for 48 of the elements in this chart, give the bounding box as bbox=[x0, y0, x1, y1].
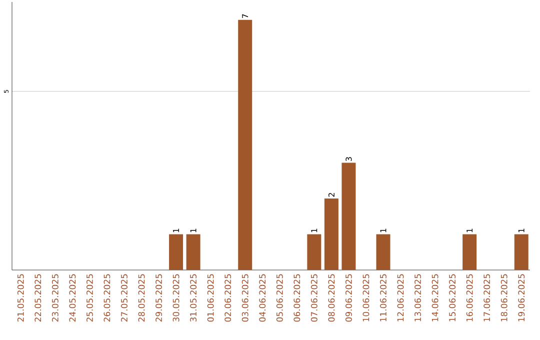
data-label: 3 bbox=[346, 157, 352, 161]
bar bbox=[324, 198, 338, 270]
bar bbox=[186, 234, 200, 270]
x-tick-label: 28.05.2025 bbox=[138, 274, 145, 322]
x-tick-label: 30.05.2025 bbox=[172, 274, 180, 322]
x-tick-label: 23.05.2025 bbox=[52, 274, 58, 322]
data-label: 7 bbox=[242, 14, 248, 18]
bar bbox=[376, 234, 390, 270]
bar bbox=[514, 234, 528, 270]
bar bbox=[307, 234, 322, 270]
x-tick-label: 01.06.2025 bbox=[207, 274, 214, 322]
x-tick-label: 11.06.2025 bbox=[380, 274, 386, 322]
x-tick-label: 09.06.2025 bbox=[345, 274, 352, 322]
x-tick-label: 10.06.2025 bbox=[362, 274, 370, 322]
data-label: 1 bbox=[311, 228, 318, 232]
data-label: 1 bbox=[518, 228, 524, 232]
x-tick-label: 19.06.2025 bbox=[518, 274, 525, 322]
bar bbox=[169, 234, 184, 270]
x-tick-label: 07.06.2025 bbox=[310, 274, 318, 322]
x-tick-label: 22.05.2025 bbox=[34, 274, 42, 322]
data-label: 1 bbox=[380, 228, 386, 232]
data-label: 2 bbox=[328, 193, 334, 197]
x-tick-label: 12.06.2025 bbox=[397, 274, 404, 322]
bar bbox=[238, 20, 252, 270]
x-tick-label: 27.05.2025 bbox=[121, 274, 128, 322]
x-tick-label: 25.05.2025 bbox=[86, 274, 93, 322]
x-tick-label: 21.05.2025 bbox=[17, 274, 24, 322]
x-tick-label: 04.06.2025 bbox=[259, 274, 266, 322]
x-tick-label: 14.06.2025 bbox=[432, 274, 438, 322]
x-tick-label: 13.06.2025 bbox=[414, 274, 421, 322]
x-tick-label: 24.05.2025 bbox=[69, 274, 76, 322]
bar bbox=[462, 234, 477, 270]
data-label: 1 bbox=[190, 228, 196, 232]
bar bbox=[342, 162, 356, 270]
x-tick-label: 02.06.2025 bbox=[224, 274, 232, 322]
x-tick-label: 03.06.2025 bbox=[242, 274, 248, 322]
data-label: 1 bbox=[466, 228, 472, 232]
x-tick-label: 15.06.2025 bbox=[449, 274, 456, 322]
x-tick-label: 26.05.2025 bbox=[104, 274, 110, 322]
x-tick-label: 16.06.2025 bbox=[466, 274, 473, 322]
data-label: 1 bbox=[173, 228, 179, 232]
x-tick-label: 05.06.2025 bbox=[276, 274, 283, 322]
x-tick-label: 06.06.2025 bbox=[294, 274, 300, 322]
x-tick-label: 18.06.2025 bbox=[500, 274, 508, 322]
x-tick-label: 29.05.2025 bbox=[156, 274, 162, 322]
x-tick-label: 17.06.2025 bbox=[484, 274, 490, 322]
x-tick-label: 08.06.2025 bbox=[328, 274, 335, 322]
x-tick-label: 31.05.2025 bbox=[190, 274, 197, 322]
